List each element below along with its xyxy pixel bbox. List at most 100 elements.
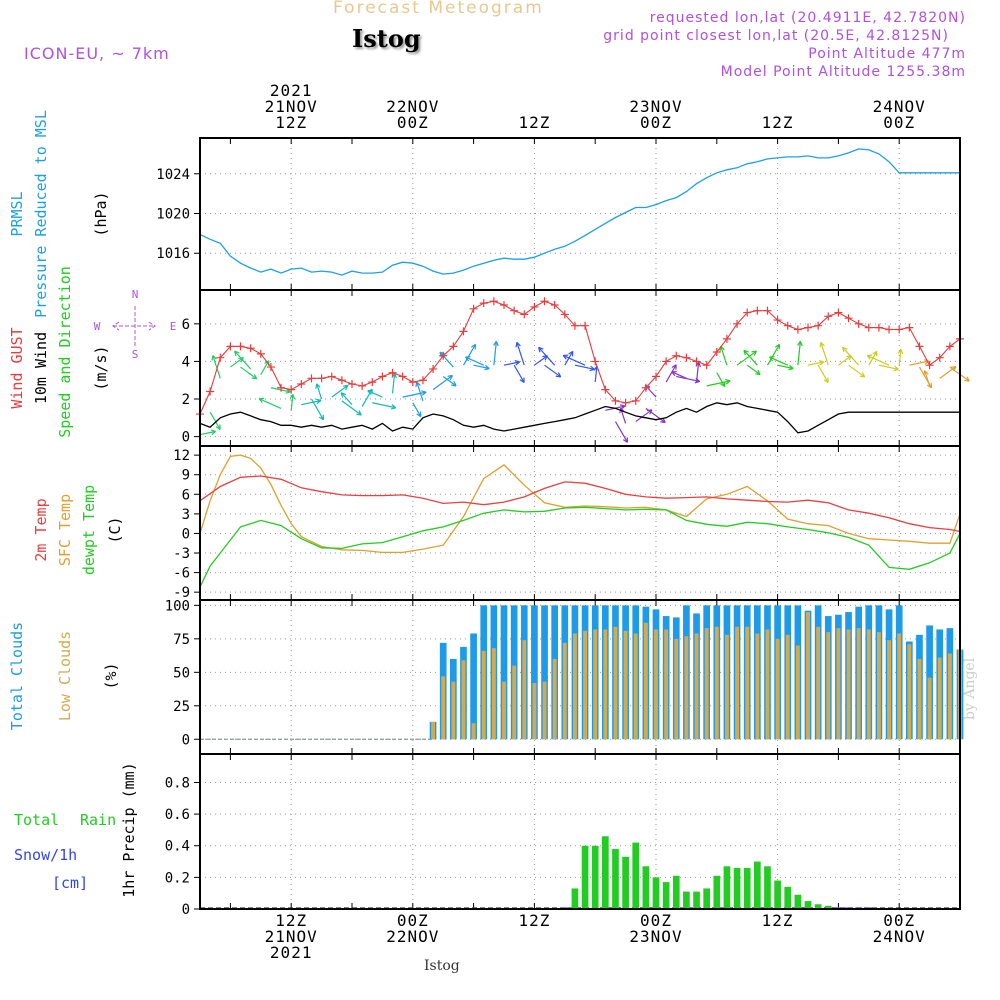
compass-n: N [132,288,139,301]
y-tick-label: 1020 [156,207,190,223]
gust-point [935,353,944,362]
y-tick-label: 0 [182,526,190,542]
model-altitude: Model Point Altitude 1255.38m [720,64,966,80]
wind-arrow [939,366,957,379]
wind-arrow [676,375,700,383]
pressure-unit: (hPa) [92,191,110,236]
low-cloud-bar [654,629,658,740]
wind-arrow [848,364,866,378]
wind-arrow-head [538,346,544,353]
wind-arrow-head [447,374,454,381]
gust-point [236,342,245,351]
y-tick-label: 3 [182,507,190,523]
gust-point [672,351,681,360]
wind-arrow [807,361,824,366]
compass-e: E [170,320,177,333]
low-cloud-bar [897,633,902,740]
wind-arrow-head [356,410,362,416]
low-cloud-bar [491,648,496,740]
wind-arrow [878,364,899,370]
temp-unit: (C) [106,516,124,543]
gust-point [216,353,225,362]
rain-bar [652,877,660,909]
gust-point [631,396,640,405]
compass-icon [112,306,156,346]
gust-point [581,321,590,330]
low-cloud-bar [856,628,861,740]
low-cloud-bar [775,638,780,740]
low-cloud-bar [451,681,456,740]
wind-arrow [746,364,761,376]
bottom-time-label: 12Z [518,911,549,930]
gust-point [945,342,954,351]
requested-coords: requested lon,lat (20.4911E, 42.7820N) [649,10,966,26]
total-cloud-bar [541,605,548,740]
rain-bar [824,905,832,909]
low-cloud-bar [522,640,527,740]
pressure-line [199,148,960,276]
wind-arrow [341,400,362,416]
gust-point [348,379,356,388]
y-tick-label: 12 [173,448,190,464]
low-cloud-bar [603,629,608,740]
low-cloud-bar [755,633,760,740]
y-tick-label: 1016 [156,246,190,262]
low-cloud-bar [583,630,587,740]
wind-arrow [706,380,731,387]
gust-point [905,323,914,332]
rain-bar [804,901,812,909]
wind-arrow [769,356,788,366]
gust-point [479,299,488,308]
rain-bar [632,842,640,909]
rain-bar [814,904,822,909]
time-label-line: 21NOV [265,97,318,116]
wind-arrow [909,360,930,366]
low-cloud-bar [674,638,679,740]
total-cloud-bar [470,633,477,740]
total-cloud-bar [531,605,538,740]
gust-point [773,316,782,325]
rain-bar [642,866,650,909]
wind-grid: 0 2 4 6 [182,290,961,446]
rain-bar [612,848,619,909]
rain-bar [733,867,741,909]
gust-point [226,342,235,351]
station-title: Istog [352,24,421,53]
wind-arrow [817,364,829,383]
wind-arrow-head [416,411,422,418]
wind-dir-label: Speed and Direction [56,266,74,438]
top-time-label: 12Z [518,113,549,132]
wind-arrow-head [720,381,726,388]
rain-bar [764,866,771,909]
wind-arrow [391,373,396,394]
gust-point [520,310,529,319]
time-label-line: 00Z [640,113,672,132]
compass-rose: N S W E [94,288,177,361]
rain-bar [753,861,761,909]
time-label-line: 12Z [275,911,307,930]
wind-arrow-head [421,390,427,396]
wind-arrow [310,398,324,421]
gust-point [814,321,823,330]
wind-arrow [866,354,890,366]
wind-arrow [402,391,427,398]
gust-point [459,327,468,336]
low-cloud-bar [441,676,446,740]
low-cloud-bar [532,683,537,740]
wind-arrow-head [215,424,221,430]
wind-arrow-head [464,356,471,362]
wind-arrow [838,355,852,366]
gust-point [337,376,346,385]
wind-arrow [842,346,860,366]
wind-arrow [367,390,383,398]
wind-arrow-head [568,350,574,357]
low-cloud-bar [735,626,739,740]
time-label-line: 00Z [883,911,915,930]
wind-arrow [412,402,422,417]
gust-point [530,302,539,311]
wind-arrow-head [391,373,397,379]
cloud-unit: (%) [102,662,120,689]
wind-arrow [534,355,548,366]
gust-point [925,361,934,370]
